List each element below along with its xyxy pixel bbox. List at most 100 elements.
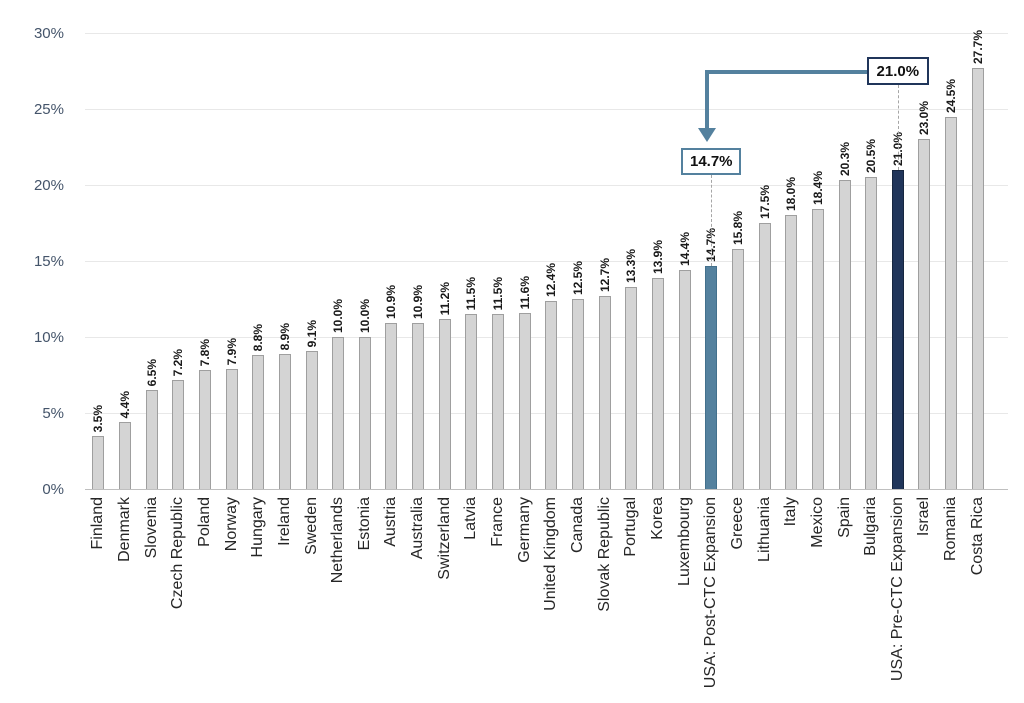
x-axis-category-label: Canada bbox=[569, 497, 587, 554]
bar-value-label: 23.0% bbox=[917, 100, 932, 135]
bar-denmark bbox=[118, 422, 131, 489]
x-axis-category-label: Greece bbox=[728, 497, 746, 550]
x-axis-category-label: Slovenia bbox=[142, 497, 160, 559]
x-axis-line bbox=[85, 489, 1008, 490]
annotation-post-ctc-value-box: 14.7% bbox=[681, 148, 742, 175]
bar-lithuania bbox=[758, 223, 771, 489]
bar-romania bbox=[945, 117, 958, 489]
bar-value-label: 11.5% bbox=[491, 276, 506, 310]
bar-mexico bbox=[811, 209, 824, 489]
annotation-pre-ctc-value-box: 21.0% bbox=[866, 57, 929, 85]
x-axis-category-label: Italy bbox=[782, 497, 800, 527]
bar-costa-rica bbox=[971, 68, 984, 489]
bar-usa-pre-ctc-expansion bbox=[891, 170, 904, 489]
bar-ireland bbox=[278, 354, 291, 489]
y-axis-tick-label: 5% bbox=[42, 405, 64, 422]
bar-value-label: 7.9% bbox=[224, 337, 239, 365]
bar-estonia bbox=[358, 337, 371, 489]
x-axis-category-label: Denmark bbox=[115, 497, 133, 562]
bar-germany bbox=[518, 313, 531, 489]
bar-value-label: 20.5% bbox=[864, 138, 879, 173]
gridline bbox=[85, 185, 1008, 186]
bar-value-label: 18.0% bbox=[784, 176, 799, 211]
x-axis-category-label: Poland bbox=[195, 497, 213, 547]
bar-czech-republic bbox=[172, 380, 185, 489]
bar-value-label: 10.0% bbox=[331, 298, 346, 333]
bar-value-label: 12.7% bbox=[597, 257, 612, 292]
bar-finland bbox=[92, 436, 105, 489]
bar-italy bbox=[785, 215, 798, 489]
bar-sweden bbox=[305, 351, 318, 489]
bar-value-label: 6.5% bbox=[144, 358, 159, 386]
arrow-head-icon bbox=[698, 128, 717, 142]
bar-latvia bbox=[465, 314, 478, 489]
bar-value-label: 8.9% bbox=[277, 322, 292, 350]
bar-value-label: 10.0% bbox=[357, 298, 372, 333]
bar-value-label: 17.5% bbox=[757, 184, 772, 219]
x-axis-category-label: USA: Pre-CTC Expansion bbox=[888, 497, 906, 682]
x-axis-category-label: Netherlands bbox=[329, 497, 347, 584]
x-axis-category-label: Portugal bbox=[622, 497, 640, 557]
bar-value-label: 27.7% bbox=[970, 29, 985, 64]
x-axis-category-label: Spain bbox=[835, 497, 853, 538]
bar-united-kingdom bbox=[545, 301, 558, 489]
bar-korea bbox=[651, 278, 664, 489]
bar-value-label: 9.1% bbox=[304, 319, 319, 347]
bar-value-label: 13.9% bbox=[650, 239, 665, 274]
bar-value-label: 3.5% bbox=[91, 404, 106, 432]
bar-greece bbox=[731, 249, 744, 489]
bar-value-label: 7.8% bbox=[197, 338, 212, 366]
x-axis-category-label: France bbox=[489, 497, 507, 547]
x-axis-category-label: Romania bbox=[942, 497, 960, 562]
x-axis-category-label: Lithuania bbox=[755, 497, 773, 562]
x-axis-category-label: Mexico bbox=[808, 497, 826, 548]
bar-value-label: 7.2% bbox=[171, 348, 186, 376]
x-axis-category-label: Norway bbox=[222, 497, 240, 552]
bar-netherlands bbox=[332, 337, 345, 489]
y-axis-tick-label: 30% bbox=[33, 25, 64, 42]
bar-value-label: 13.3% bbox=[624, 248, 639, 283]
bar-value-label: 11.2% bbox=[437, 281, 452, 315]
x-axis-category-label: Estonia bbox=[355, 497, 373, 551]
bar-value-label: 10.9% bbox=[384, 284, 399, 319]
bar-value-label: 11.5% bbox=[464, 276, 479, 310]
y-axis-tick-label: 10% bbox=[33, 329, 64, 346]
y-axis-tick-label: 15% bbox=[33, 253, 64, 270]
x-axis-category-label: Germany bbox=[515, 497, 533, 563]
bar-canada bbox=[572, 299, 585, 489]
bar-value-label: 14.4% bbox=[677, 231, 692, 266]
x-axis-category-label: Luxembourg bbox=[675, 497, 693, 586]
y-axis-tick-label: 25% bbox=[33, 101, 64, 118]
bar-hungary bbox=[252, 355, 265, 489]
x-axis-category-label: Latvia bbox=[462, 497, 480, 540]
bar-poland bbox=[198, 370, 211, 489]
x-axis-category-label: Sweden bbox=[302, 497, 320, 555]
x-axis-category-label: Switzerland bbox=[435, 497, 453, 580]
bar-austria bbox=[385, 323, 398, 489]
x-axis-category-label: Australia bbox=[409, 497, 427, 560]
bar-israel bbox=[918, 139, 931, 489]
bar-portugal bbox=[625, 287, 638, 489]
y-axis-tick-label: 20% bbox=[33, 177, 64, 194]
x-axis-category-label: Ireland bbox=[275, 497, 293, 546]
bar-value-label: 18.4% bbox=[810, 170, 825, 205]
x-axis-category-label: Slovak Republic bbox=[595, 497, 613, 612]
bar-france bbox=[492, 314, 505, 489]
bar-value-label: 8.8% bbox=[251, 323, 266, 351]
x-axis-category-label: Hungary bbox=[249, 497, 267, 558]
x-axis-category-label: Costa Rica bbox=[968, 497, 986, 576]
arrow-horizontal-segment bbox=[705, 70, 867, 74]
gridline bbox=[85, 261, 1008, 262]
bar-norway bbox=[225, 369, 238, 489]
bar-slovak-republic bbox=[598, 296, 611, 489]
bar-spain bbox=[838, 180, 851, 489]
x-axis-category-label: Israel bbox=[915, 497, 933, 537]
bar-value-label: 11.6% bbox=[517, 275, 532, 309]
x-axis-category-label: USA: Post-CTC Expansion bbox=[702, 497, 720, 689]
bar-luxembourg bbox=[678, 270, 691, 489]
bar-value-label: 12.5% bbox=[571, 260, 586, 295]
bar-value-label: 10.9% bbox=[411, 284, 426, 319]
x-axis-category-label: Korea bbox=[648, 497, 666, 540]
